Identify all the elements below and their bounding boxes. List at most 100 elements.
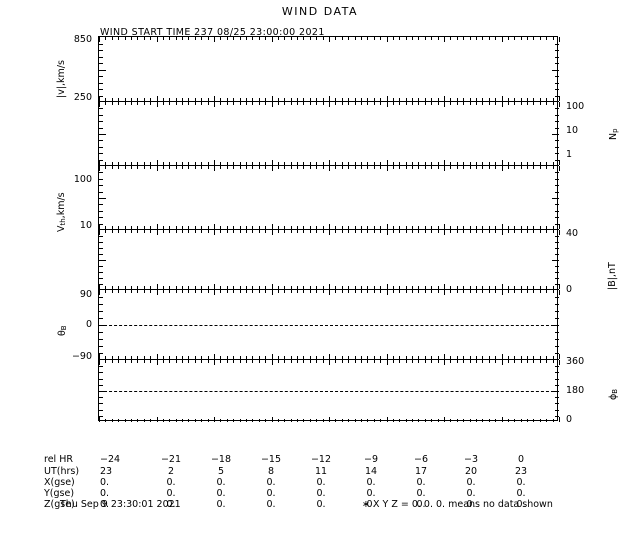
x-tick [258,102,260,105]
x-tick [239,290,241,293]
y-tick [99,185,103,187]
x-tick [303,98,305,101]
x-tick [245,290,247,293]
table-cell: −24 [100,454,121,466]
x-tick [271,96,273,101]
y-tick [555,397,559,399]
x-tick [150,230,152,233]
x-tick [105,360,107,363]
x-tick [156,224,158,229]
x-tick [424,37,426,40]
x-tick [354,37,356,40]
x-tick [514,230,516,233]
table-row: X(gse) 0. 0. 0. 0. 0. 0. 0. 0. 0. [44,477,546,488]
x-tick [226,37,228,40]
x-tick [316,419,318,422]
x-tick [188,162,190,165]
x-tick [137,290,139,293]
table-cell: 11 [314,465,328,477]
x-tick [495,102,497,105]
x-tick [527,286,529,289]
x-tick [386,37,388,42]
x-tick [226,166,228,169]
x-tick [284,98,286,101]
x-tick [309,286,311,289]
x-tick [546,102,548,105]
x-tick [527,356,529,359]
y-tick [99,384,103,386]
x-tick [130,162,132,165]
x-tick [475,290,477,293]
table-cell: 8 [267,465,275,477]
x-tick [188,102,190,105]
x-tick [143,360,145,363]
x-tick [424,360,426,363]
x-tick [226,226,228,229]
y-tick [555,278,559,279]
x-tick [539,356,541,359]
x-tick [514,356,516,359]
x-tick [322,98,324,101]
x-tick [258,286,260,289]
x-tick [322,419,324,422]
x-tick [475,98,477,101]
x-tick [150,419,152,422]
x-tick [367,286,369,289]
x-tick [475,166,477,169]
x-tick [552,290,554,293]
x-tick [169,230,171,233]
x-tick [137,360,139,363]
axis-label-phi-main: ϕ [608,393,619,400]
x-tick [507,162,509,165]
x-tick [360,226,362,229]
x-tick [233,226,235,229]
x-tick [182,226,184,229]
y-tick [99,159,103,161]
x-tick [156,96,158,101]
x-tick [475,226,477,229]
x-tick [559,160,560,165]
table-row-label: X(gse) [44,476,75,488]
x-tick [290,356,292,359]
x-tick [277,102,279,105]
x-tick [424,226,426,229]
x-tick [488,230,490,233]
x-tick [482,290,484,293]
x-tick [507,360,509,363]
x-tick [143,419,145,422]
x-tick [380,162,382,165]
x-tick [335,360,337,363]
x-tick [412,290,414,293]
x-tick [431,166,433,169]
x-tick [290,98,292,101]
x-tick [399,98,401,101]
x-tick [271,102,273,107]
x-tick [99,102,100,107]
y-tick [99,217,103,219]
x-tick [290,162,292,165]
x-tick [130,360,132,363]
table-cell: 0. [416,488,426,500]
x-tick [335,290,337,293]
x-tick [559,102,560,107]
y-tick [555,172,559,174]
x-tick [348,162,350,165]
x-tick [303,166,305,169]
x-tick [271,37,273,42]
x-tick [437,37,439,40]
x-tick [124,102,126,105]
x-tick [341,360,343,363]
x-tick [520,419,522,422]
y-tick [555,378,559,380]
x-tick [437,226,439,229]
x-tick [399,290,401,293]
x-tick [303,360,305,363]
x-tick [520,360,522,363]
axis-label-bmag: |B|,nT [607,262,618,290]
x-tick [99,166,100,171]
panel-speed [99,37,560,102]
x-tick [309,98,311,101]
x-tick [354,356,356,359]
x-tick [527,37,529,40]
x-tick [156,166,158,171]
